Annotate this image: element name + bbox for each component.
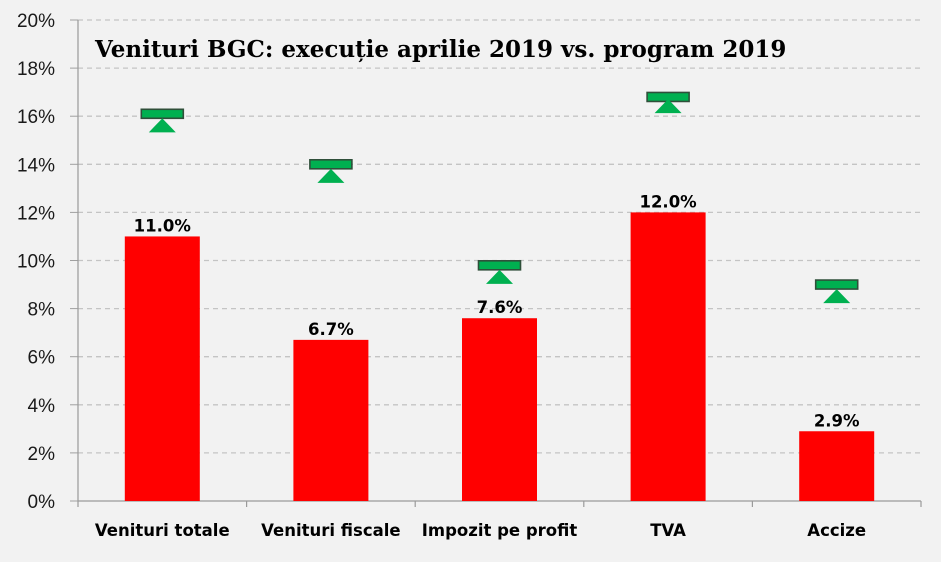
y-tick-label: 20% xyxy=(17,11,55,32)
triangle-marker xyxy=(654,99,682,114)
bar xyxy=(124,236,200,501)
triangle-marker xyxy=(148,118,176,133)
bar-data-label: 2.9% xyxy=(814,411,860,430)
bar-data-label: 6.7% xyxy=(308,320,354,339)
dash-marker xyxy=(477,260,522,271)
triangle-marker xyxy=(486,269,513,284)
y-tick-label: 4% xyxy=(28,396,56,417)
dash-marker xyxy=(309,159,353,170)
dash-marker xyxy=(814,279,859,290)
bar xyxy=(799,431,875,501)
x-tick-label: TVA xyxy=(650,521,686,540)
chart-title: Venituri BGC: execuție aprilie 2019 vs. … xyxy=(94,36,786,63)
bar-series xyxy=(124,212,875,501)
y-tick-label: 6% xyxy=(28,348,56,369)
bar-data-label: 7.6% xyxy=(477,298,523,317)
bar xyxy=(630,212,706,501)
x-tick-label: Impozit pe profit xyxy=(422,521,578,540)
gridlines xyxy=(78,19,921,454)
x-tick-label: Venituri fiscale xyxy=(261,521,400,540)
y-tick-label: 0% xyxy=(28,492,56,513)
y-tick-label: 12% xyxy=(17,203,55,224)
x-tick-label: Accize xyxy=(807,521,866,540)
bar xyxy=(462,318,537,501)
data-labels: 11.0% 6.7% 7.6% 12.0% 2.9% xyxy=(134,192,860,430)
bar xyxy=(293,339,369,501)
y-tick-label: 10% xyxy=(17,252,55,273)
triangle-marker xyxy=(823,289,851,304)
y-tick-label: 8% xyxy=(28,300,56,321)
x-tick-label: Venituri totale xyxy=(95,521,230,540)
y-tick-label: 18% xyxy=(17,59,55,80)
y-tick-label: 16% xyxy=(17,107,55,128)
bar-data-label: 11.0% xyxy=(134,216,192,235)
dash-marker xyxy=(140,108,185,120)
marker-series xyxy=(140,91,859,304)
triangle-marker xyxy=(317,168,345,183)
y-tick-label: 14% xyxy=(17,155,55,176)
x-axis: Venituri totale Venituri fiscale Impozit p… xyxy=(77,500,922,540)
bar-data-label: 12.0% xyxy=(639,192,697,211)
y-tick-label: 2% xyxy=(28,444,56,465)
y-axis: 0% 2% 4% 6% 8% 10% 12% 14% 16% 18% 20% xyxy=(17,11,79,513)
